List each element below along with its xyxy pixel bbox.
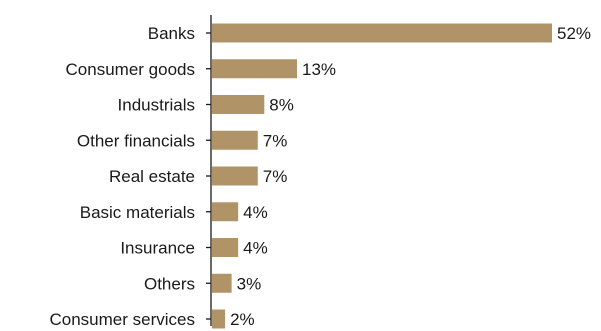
value-label: 4% [243,203,268,222]
category-label: Consumer goods [66,60,195,79]
value-label: 7% [263,131,288,150]
bar-insurance [212,238,239,257]
bar-real-estate [212,166,258,186]
category-label: Real estate [109,167,195,186]
value-label: 8% [269,96,294,115]
bar-other-financials [212,130,258,150]
bar-consumer-services [212,309,226,329]
bar-industrials [212,95,265,114]
bar-banks [212,23,552,43]
value-label: 52% [557,24,591,43]
bar-others [212,273,232,293]
bar-basic-materials [212,202,239,222]
bar-consumer-goods [212,59,297,79]
category-label: Basic materials [80,203,195,222]
category-label: Insurance [120,239,195,258]
category-label: Others [144,274,195,293]
value-label: 7% [263,167,288,186]
category-label: Consumer services [50,310,196,329]
value-label: 13% [302,60,336,79]
value-label: 4% [243,239,268,258]
category-label: Banks [148,24,195,43]
category-label: Other financials [77,131,195,150]
value-label: 2% [230,310,255,329]
value-label: 3% [237,274,262,293]
category-label: Industrials [118,96,195,115]
